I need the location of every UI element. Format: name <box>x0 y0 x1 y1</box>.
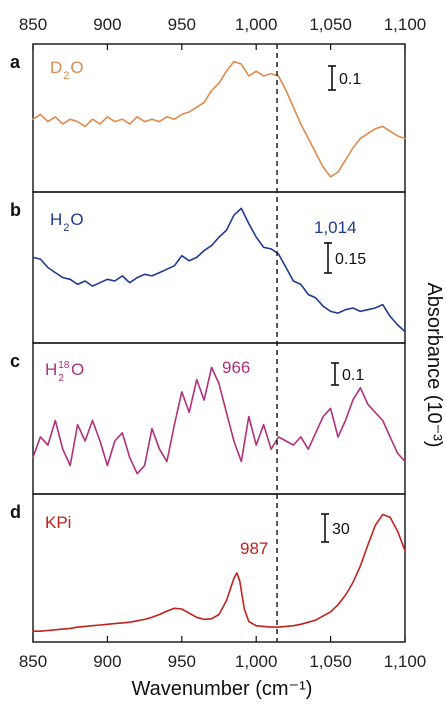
panel-letter: b <box>10 200 21 220</box>
top-tick-label: 1,000 <box>235 15 278 34</box>
panel-letter: c <box>10 351 20 371</box>
scale-bar-label: 0.1 <box>342 367 364 384</box>
panels: a D2O 0.1 b H2O 0.15 1,014 c H18 2 O 0.1 966 d KPi 30 98… <box>10 43 406 643</box>
y-axis-title: Absorbance (10⁻³) <box>423 282 445 447</box>
x-axis-title: Wavenumber (cm⁻¹) <box>132 678 313 700</box>
series-label: KPi <box>45 513 71 532</box>
series-label: H18 2 O <box>45 360 84 384</box>
series-label: H2O <box>50 210 84 234</box>
bottom-tick-label: 850 <box>19 652 47 671</box>
bottom-tick-label: 900 <box>93 652 121 671</box>
panel-frame <box>32 43 406 193</box>
series-line-c <box>32 366 406 475</box>
bottom-tick-label: 950 <box>168 652 196 671</box>
scale-bar-label: 30 <box>332 521 350 538</box>
panel-letter: a <box>10 52 21 72</box>
peak-annotation: 1,014 <box>314 218 357 237</box>
panel-a: a D2O 0.1 <box>10 43 406 193</box>
peak-annotation: 987 <box>240 539 268 558</box>
peak-annotation: 966 <box>222 358 250 377</box>
series-line-d <box>32 513 406 632</box>
series-line-a <box>32 60 406 178</box>
panel-c: c H18 2 O 0.1 966 <box>10 342 406 495</box>
top-tick-label: 1,050 <box>309 15 352 34</box>
series-line-b <box>32 207 406 333</box>
panel-b: b H2O 0.15 1,014 <box>10 191 406 344</box>
bottom-tick-label: 1,000 <box>235 652 278 671</box>
top-axis-tick-labels: 850 900 950 1,000 1,050 1,100 <box>19 15 426 34</box>
series-label: D2O <box>50 58 84 82</box>
scale-bar-label: 0.15 <box>335 251 366 268</box>
bottom-tick-label: 1,050 <box>309 652 352 671</box>
panel-frame <box>32 342 406 495</box>
top-tick-label: 950 <box>168 15 196 34</box>
panel-letter: d <box>10 502 21 522</box>
panel-d: d KPi 30 987 <box>10 493 406 643</box>
bottom-axis-tick-labels: 850 900 950 1,000 1,050 1,100 <box>19 652 426 671</box>
panel-frame <box>32 493 406 643</box>
top-tick-label: 850 <box>19 15 47 34</box>
top-tick-label: 1,100 <box>384 15 427 34</box>
top-tick-label: 900 <box>93 15 121 34</box>
bottom-tick-label: 1,100 <box>384 652 427 671</box>
scale-bar-label: 0.1 <box>339 71 361 88</box>
